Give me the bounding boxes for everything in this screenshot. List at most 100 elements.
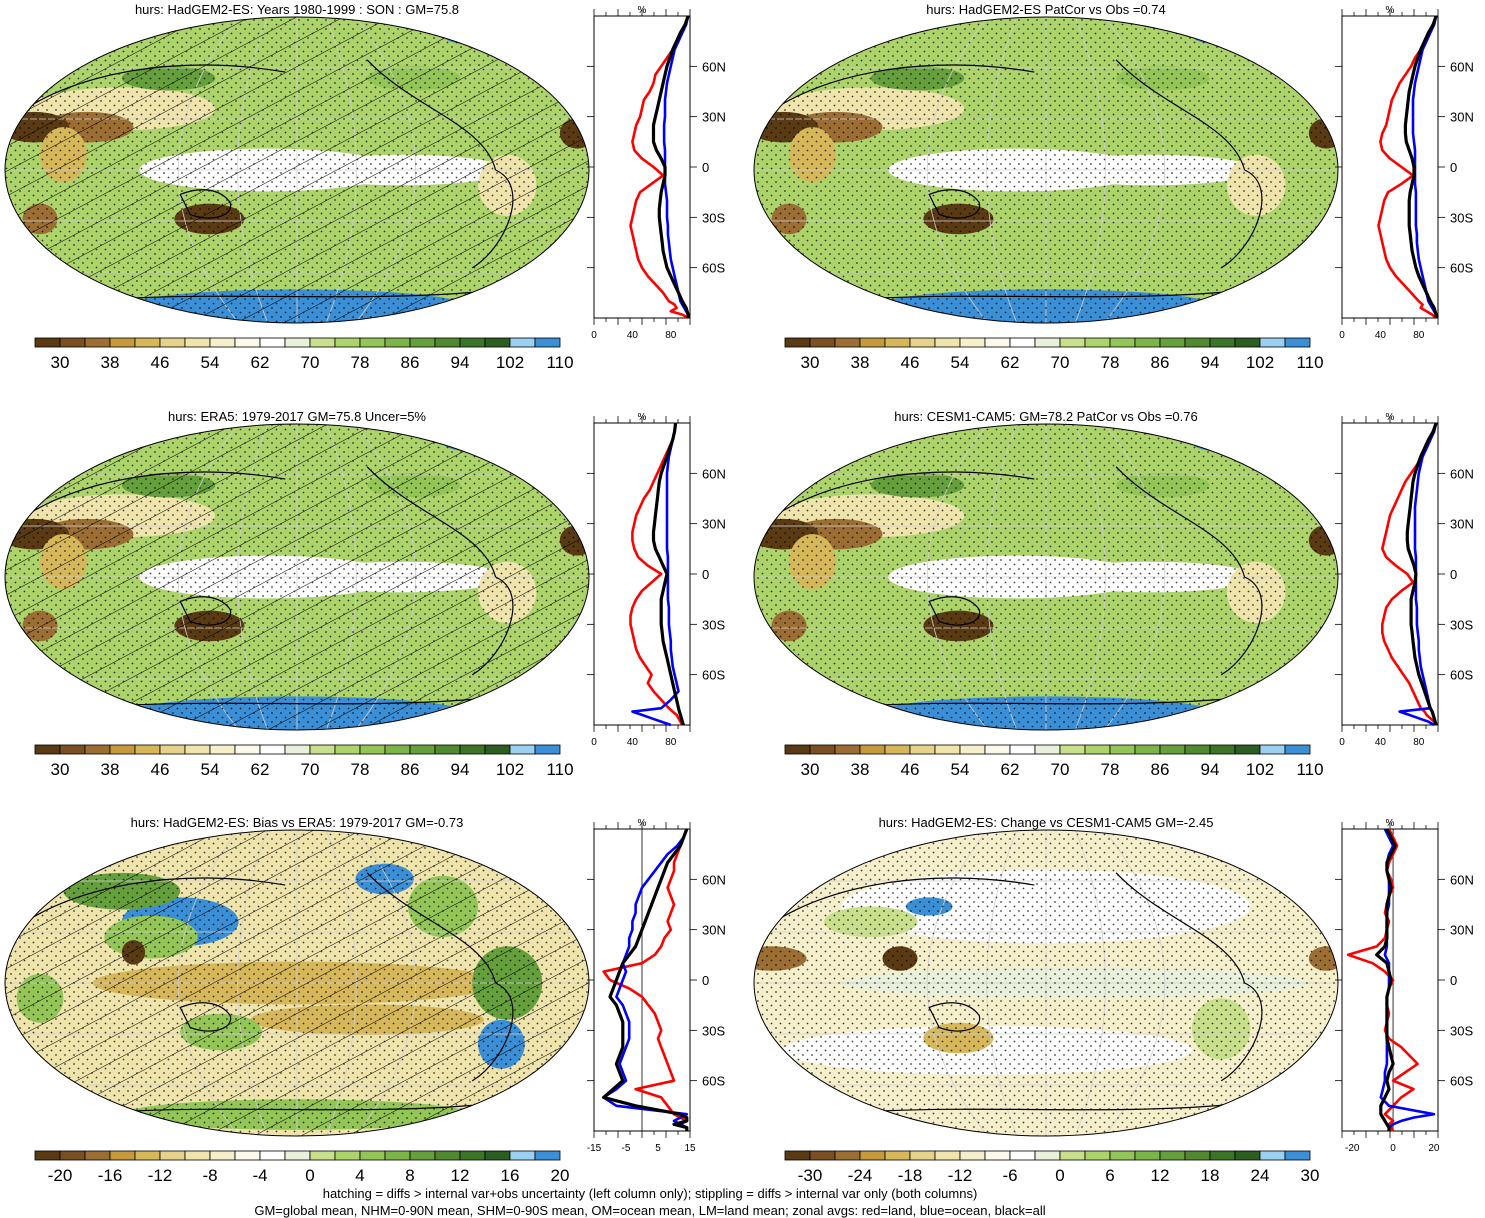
colorbar-swatch xyxy=(834,1150,861,1161)
colorbar-label: 30 xyxy=(801,760,820,779)
profile-tick-label: 80 xyxy=(1413,737,1425,748)
zonal-line-red xyxy=(602,828,689,1131)
colorbar-swatch xyxy=(859,337,886,348)
colorbar-swatch xyxy=(1184,1150,1211,1161)
panel-title-1: hurs: HadGEM2-ES: Years 1980-1999 : SON … xyxy=(135,2,459,17)
colorbar-swatch xyxy=(259,1150,286,1161)
colorbar-swatch xyxy=(209,1150,236,1161)
latitude-label: 60S xyxy=(702,1074,725,1089)
profile-unit-label: % xyxy=(1386,412,1395,423)
colorbar-3: 30 38 46 54 62 70 78 86 94 102 110 xyxy=(34,744,574,779)
colorbar-swatch xyxy=(209,337,236,348)
colorbar-swatch xyxy=(434,744,461,755)
colorbar-swatch xyxy=(409,337,436,348)
colorbar-label: 20 xyxy=(551,1166,570,1185)
zonal-line-black xyxy=(651,15,690,318)
colorbar-label: 4 xyxy=(355,1166,364,1185)
colorbar-swatch xyxy=(259,337,286,348)
colorbar-swatch xyxy=(459,744,486,755)
colorbar-swatch xyxy=(834,337,861,348)
colorbar-swatch xyxy=(834,744,861,755)
profile-frame xyxy=(593,15,691,319)
map-5 xyxy=(4,829,590,1137)
colorbar-swatch xyxy=(934,337,961,348)
profile-tick-label: 0 xyxy=(591,737,597,748)
colorbar-label: 30 xyxy=(801,353,820,372)
colorbar-swatch xyxy=(484,744,511,755)
colorbar-swatch xyxy=(209,744,236,755)
colorbar-swatch xyxy=(984,1150,1011,1161)
colorbar-swatch xyxy=(959,1150,986,1161)
colorbar-swatch xyxy=(359,337,386,348)
colorbar-label: 46 xyxy=(901,353,920,372)
latitude-label: 60N xyxy=(1450,59,1474,74)
colorbar-label: 16 xyxy=(501,1166,520,1185)
colorbar-label: 62 xyxy=(251,760,270,779)
profile-tick-label: 40 xyxy=(627,330,639,341)
profile-unit-label: % xyxy=(638,412,647,423)
colorbar-4: 30 38 46 54 62 70 78 86 94 102 110 xyxy=(784,744,1324,779)
colorbar-swatch xyxy=(59,1150,86,1161)
map-3 xyxy=(4,423,590,731)
latitude-label: 60S xyxy=(702,668,725,683)
colorbar-swatch xyxy=(284,1150,311,1161)
zonal-profile-2: % 60N 30N 0 30S 60S 0 40 80 xyxy=(1335,5,1474,341)
colorbar-label: -12 xyxy=(948,1166,973,1185)
colorbar-label: 38 xyxy=(101,760,120,779)
panel-title-6: hurs: HadGEM2-ES: Change vs CESM1-CAM5 G… xyxy=(879,815,1214,830)
colorbar-swatch xyxy=(509,744,536,755)
profile-tick-label: -20 xyxy=(1345,1143,1360,1154)
colorbar-label: 70 xyxy=(301,353,320,372)
colorbar-swatch xyxy=(784,744,811,755)
colorbar-swatch xyxy=(959,337,986,348)
latitude-label: 0 xyxy=(1450,567,1457,582)
colorbar-swatch xyxy=(1084,1150,1111,1161)
colorbar-swatch xyxy=(34,337,61,348)
colorbar-swatch xyxy=(909,1150,936,1161)
colorbar-swatch xyxy=(109,337,136,348)
colorbar-swatch xyxy=(284,744,311,755)
colorbar-swatch xyxy=(84,1150,111,1161)
colorbar-swatch xyxy=(1159,1150,1186,1161)
panel-title-2: hurs: HadGEM2-ES PatCor vs Obs =0.74 xyxy=(926,2,1166,17)
colorbar-label: -6 xyxy=(1002,1166,1017,1185)
colorbar-swatch xyxy=(1084,744,1111,755)
colorbar-label: -30 xyxy=(798,1166,823,1185)
colorbar-label: 38 xyxy=(851,353,870,372)
profile-tick-label: 15 xyxy=(684,1143,696,1154)
colorbar-swatch xyxy=(159,744,186,755)
colorbar-swatch xyxy=(1134,337,1161,348)
colorbar-swatch xyxy=(959,744,986,755)
colorbar-label: 38 xyxy=(101,353,120,372)
profile-tick-label: 20 xyxy=(1428,1143,1440,1154)
colorbar-label: 86 xyxy=(1151,353,1170,372)
latitude-label: 0 xyxy=(1450,160,1457,175)
colorbar-swatch xyxy=(934,744,961,755)
colorbar-label: 54 xyxy=(951,353,970,372)
colorbar-swatch xyxy=(1209,744,1236,755)
colorbar-label: 102 xyxy=(1246,353,1274,372)
colorbar-label: 30 xyxy=(51,760,70,779)
colorbar-swatch xyxy=(809,337,836,348)
colorbar-swatch xyxy=(134,337,161,348)
colorbar-swatch xyxy=(1284,1150,1311,1161)
profile-tick-label: 0 xyxy=(1390,1143,1396,1154)
colorbar-swatch xyxy=(309,744,336,755)
colorbar-swatch xyxy=(334,1150,361,1161)
colorbar-swatch xyxy=(1259,744,1286,755)
profile-unit-label: % xyxy=(638,818,647,829)
colorbar-swatch xyxy=(1059,744,1086,755)
map-4 xyxy=(753,423,1339,731)
zonal-profile-5: % 60N 30N 0 30S 60S -15 -5 5 15 xyxy=(587,818,726,1154)
colorbar-label: -20 xyxy=(48,1166,73,1185)
colorbar-swatch xyxy=(384,337,411,348)
colorbar-swatch xyxy=(984,744,1011,755)
zonal-profile-6: % 60N 30N 0 30S 60S -20 0 20 xyxy=(1335,818,1474,1154)
colorbar-swatch xyxy=(1234,1150,1261,1161)
colorbar-swatch xyxy=(534,1150,561,1161)
colorbar-swatch xyxy=(159,337,186,348)
colorbar-swatch xyxy=(1034,1150,1061,1161)
colorbar-label: 110 xyxy=(546,760,573,779)
panel-title-4: hurs: CESM1-CAM5: GM=78.2 PatCor vs Obs … xyxy=(894,409,1197,424)
latitude-label: 60N xyxy=(702,466,726,481)
